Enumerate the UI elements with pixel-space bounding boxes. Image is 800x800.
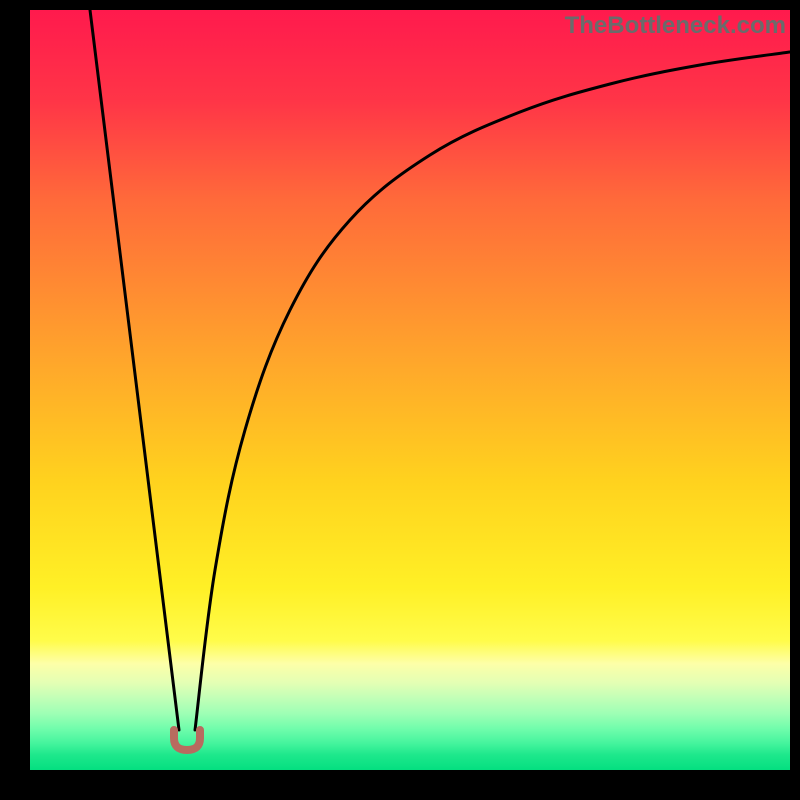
watermark-text: TheBottleneck.com — [565, 12, 786, 40]
right-branch-curve — [195, 52, 790, 730]
left-branch-curve — [90, 10, 179, 730]
curve-layer — [30, 10, 790, 770]
plot-area — [30, 10, 790, 770]
bottleneck-chart: TheBottleneck.com — [0, 0, 800, 800]
optimal-point-marker — [174, 730, 200, 750]
